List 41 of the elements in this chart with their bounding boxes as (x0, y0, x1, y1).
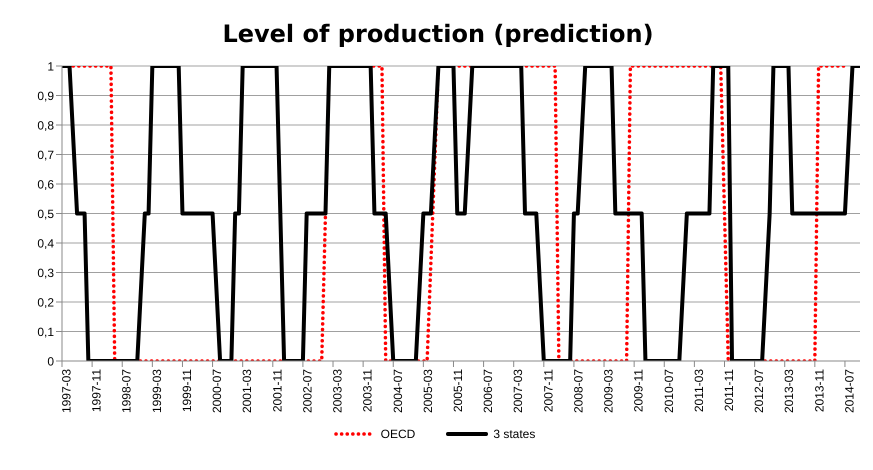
x-tick-label: 2001-03 (240, 368, 254, 414)
x-tick-label: 1997-03 (60, 368, 74, 414)
y-tick-label: 0,2 (37, 295, 54, 310)
x-tick-label: 2013-11 (812, 368, 826, 412)
x-tick-label: 2001-11 (270, 368, 284, 412)
x-tick-label: 1999-03 (150, 368, 164, 414)
y-tick-label: 0,1 (37, 324, 54, 339)
y-tick-label: 0,9 (37, 88, 54, 103)
y-tick-label: 0,4 (37, 236, 54, 250)
x-tick-label: 2007-11 (541, 368, 556, 412)
chart-title: Level of production (prediction) (221, 20, 655, 50)
x-tick-label: 2013-03 (782, 368, 796, 414)
x-tick-label: 2011-11 (722, 368, 736, 412)
x-tick-label: 2003-11 (360, 368, 375, 412)
x-tick-label: 2000-07 (210, 368, 224, 414)
x-tick-label: 2004-07 (390, 368, 405, 414)
legend-label: OECD (380, 427, 416, 441)
x-tick-label: 2014-07 (842, 368, 856, 414)
x-tick-label: 2008-07 (571, 368, 586, 414)
y-tick-label: 1 (47, 59, 54, 74)
x-tick-label: 2011-03 (692, 368, 706, 412)
y-tick-label: 0,6 (37, 177, 54, 192)
x-tick-label: 2012-07 (752, 368, 766, 414)
y-tick-label: 0,8 (37, 118, 54, 132)
x-tick-label: 2003-03 (330, 368, 345, 414)
x-tick-label: 2009-11 (632, 368, 646, 412)
y-tick-label: 0,3 (37, 266, 54, 280)
x-tick-label: 2009-03 (602, 368, 616, 414)
x-tick-label: 1998-07 (120, 368, 134, 414)
x-tick-label: 2006-07 (481, 368, 496, 414)
y-tick-label: 0,7 (37, 148, 54, 162)
x-tick-label: 1999-11 (180, 368, 194, 412)
x-tick-label: 1997-11 (90, 368, 104, 412)
y-tick-label: 0 (47, 354, 54, 368)
x-tick-label: 2010-07 (662, 368, 676, 414)
legend-label: 3 states (493, 427, 536, 441)
y-tick-label: 0,5 (37, 206, 54, 221)
x-tick-label: 2005-11 (450, 368, 465, 412)
x-tick-label: 2002-07 (300, 368, 314, 414)
x-tick-label: 2007-03 (511, 368, 526, 414)
x-tick-label: 2005-03 (420, 368, 435, 414)
